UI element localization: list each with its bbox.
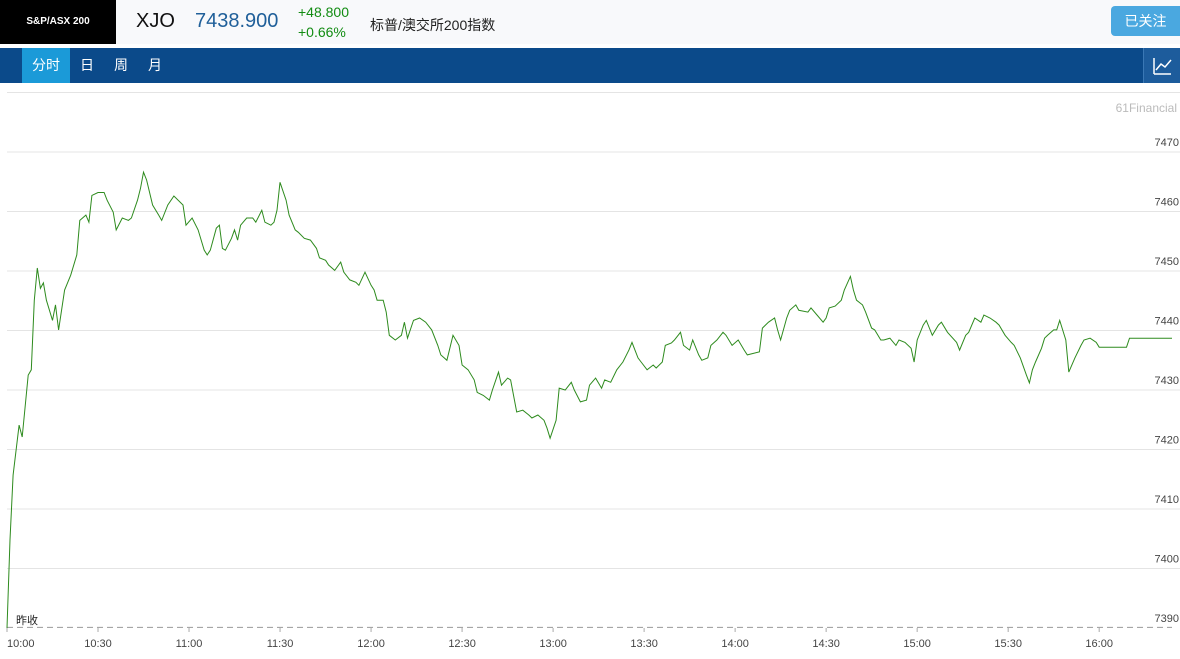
chart-icon-button[interactable] [1143, 48, 1180, 83]
price-line [6, 170, 1172, 629]
x-tick-label: 15:30 [994, 638, 1022, 650]
logo: S&P/ASX 200 [0, 0, 116, 44]
prev-close-label: 昨收 [16, 613, 38, 627]
y-tick-label: 7470 [1155, 137, 1179, 149]
x-tick-label: 12:30 [448, 638, 476, 650]
y-tick-label: 7390 [1155, 613, 1179, 625]
y-tick-label: 7450 [1155, 256, 1179, 268]
y-tick-label: 7430 [1155, 375, 1179, 387]
change: +48.800 [298, 4, 349, 20]
tab[interactable]: 日 [80, 57, 94, 73]
nav-bar: 分时 日 周 月 [0, 48, 1180, 83]
x-tick-label: 14:00 [721, 638, 749, 650]
index-name: 标普/澳交所200指数 [370, 17, 496, 33]
y-tick-label: 7400 [1155, 554, 1179, 566]
y-tick-label: 7440 [1155, 316, 1179, 328]
symbol: XJO [136, 10, 175, 32]
watermark: 61Financial [1116, 101, 1177, 115]
tab[interactable]: 周 [114, 57, 128, 73]
header: S&P/ASX 200 XJO 7438.900 +48.800 +0.66% … [0, 0, 1180, 44]
x-tick-label: 11:00 [176, 638, 203, 650]
x-tick-label: 10:00 [7, 638, 35, 650]
x-tick-label: 13:30 [630, 638, 658, 650]
y-tick-label: 7460 [1155, 197, 1179, 209]
y-tick-label: 7410 [1155, 494, 1179, 506]
chart-icon [1153, 58, 1172, 75]
x-tick-label: 12:00 [357, 638, 385, 650]
change-pct: +0.66% [298, 24, 346, 40]
x-tick-label: 14:30 [812, 638, 840, 650]
x-tick-label: 13:00 [539, 638, 567, 650]
tab[interactable]: 月 [148, 57, 162, 73]
follow-button[interactable]: 已关注 [1111, 6, 1180, 36]
price: 7438.900 [195, 10, 279, 32]
x-tick-label: 10:30 [84, 638, 112, 650]
x-tick-label: 11:30 [267, 638, 294, 650]
y-tick-label: 7420 [1155, 435, 1179, 447]
tab[interactable]: 分时 [22, 48, 70, 83]
x-tick-label: 15:00 [903, 638, 931, 650]
x-tick-label: 16:00 [1085, 638, 1113, 650]
